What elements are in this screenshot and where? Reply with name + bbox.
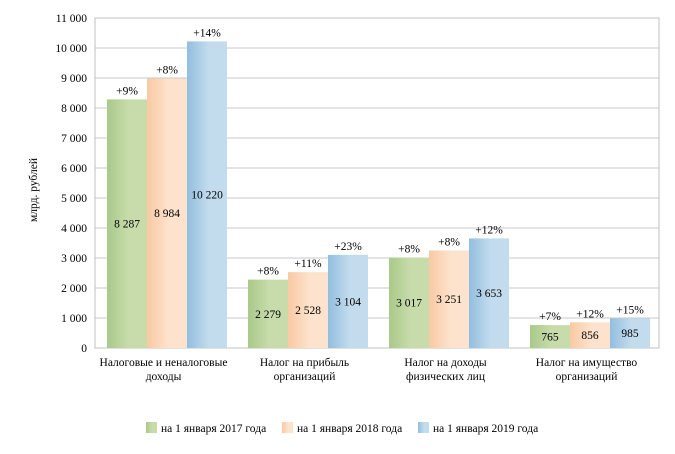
y-tick-label: 8 000 — [61, 103, 87, 115]
bar-value-label: 985 — [621, 328, 639, 340]
y-tick-label: 7 000 — [61, 133, 87, 145]
bar-value-label: 765 — [541, 332, 559, 344]
bar — [328, 254, 368, 348]
y-tick-label: 0 — [81, 343, 87, 355]
bar — [389, 257, 429, 348]
bar-value-label: 3 653 — [476, 288, 502, 300]
bar-value-label: 10 220 — [191, 190, 223, 202]
bar-growth-label: +11% — [294, 258, 322, 270]
y-tick-label: 4 000 — [61, 223, 87, 235]
bar — [429, 250, 469, 348]
bar-value-label: 3 251 — [436, 294, 462, 306]
bars: 8 287 +9% 8 984 +8% 10 220 +14% 2 279 +8% 2 528 +… — [107, 27, 650, 349]
legend-swatch — [146, 422, 157, 433]
bar-value-label: 3 104 — [335, 296, 361, 308]
bar-value-label: 2 528 — [295, 305, 321, 317]
category-label: организаций — [556, 371, 618, 383]
bar-growth-label: +12% — [576, 308, 604, 320]
bar-growth-label: +14% — [193, 27, 221, 39]
bar — [107, 99, 147, 348]
legend-label: на 1 января 2019 года — [433, 423, 538, 435]
bar-value-label: 3 017 — [396, 298, 422, 310]
bar-growth-label: +8% — [398, 243, 420, 255]
legend-swatch — [282, 422, 293, 433]
category-label: физических лиц — [406, 371, 485, 383]
bar-growth-label: +8% — [257, 266, 279, 278]
category-label: доходы — [146, 371, 182, 383]
bar — [288, 272, 328, 348]
bar-value-label: 2 279 — [255, 309, 281, 321]
y-tick-label: 10 000 — [55, 43, 87, 55]
legend-label: на 1 января 2017 года — [161, 423, 266, 435]
bar-growth-label: +8% — [156, 64, 178, 76]
category-label: Налоговые и неналоговые — [100, 357, 228, 369]
plot-frame — [94, 17, 660, 349]
bar-growth-label: +7% — [539, 311, 561, 323]
bar-growth-label: +15% — [616, 304, 644, 316]
bar — [570, 322, 610, 348]
category-label: Налог на имущество — [536, 357, 638, 369]
bar-value-label: 8 984 — [154, 208, 180, 220]
bar-growth-label: +9% — [116, 85, 138, 97]
bar-growth-label: +23% — [334, 241, 362, 253]
y-tick-label: 9 000 — [61, 73, 87, 85]
bar-growth-label: +12% — [475, 224, 503, 236]
y-tick-label: 11 000 — [56, 13, 87, 25]
bar — [530, 325, 570, 348]
y-tick-label: 3 000 — [61, 253, 87, 265]
bar-value-label: 8 287 — [114, 219, 140, 231]
bar — [147, 78, 187, 348]
y-axis-label: млрд. рублей — [28, 158, 40, 222]
bar — [469, 238, 509, 348]
y-tick-label: 1 000 — [61, 313, 87, 325]
bar — [248, 279, 288, 348]
y-axis-ticks: 0 1 000 2 000 3 000 4 000 5 000 6 000 7 000 8 00… — [55, 13, 87, 355]
legend-swatch — [418, 422, 429, 433]
legend-label: на 1 января 2018 года — [297, 423, 402, 435]
category-labels: Налоговые и неналоговые доходы Налог на пр… — [100, 357, 638, 383]
y-tick-label: 6 000 — [61, 163, 87, 175]
bar — [187, 41, 227, 349]
category-label: организаций — [274, 371, 336, 383]
y-tick-label: 5 000 — [61, 193, 87, 205]
y-tick-label: 2 000 — [61, 283, 87, 295]
bar-growth-label: +8% — [438, 236, 460, 248]
legend: на 1 января 2017 года на 1 января 2018 го… — [146, 422, 538, 435]
bar-value-label: 856 — [581, 330, 599, 342]
bar — [610, 318, 650, 348]
category-label: Налог на прибыль — [260, 357, 349, 369]
category-label: Налог на доходы — [404, 357, 487, 369]
